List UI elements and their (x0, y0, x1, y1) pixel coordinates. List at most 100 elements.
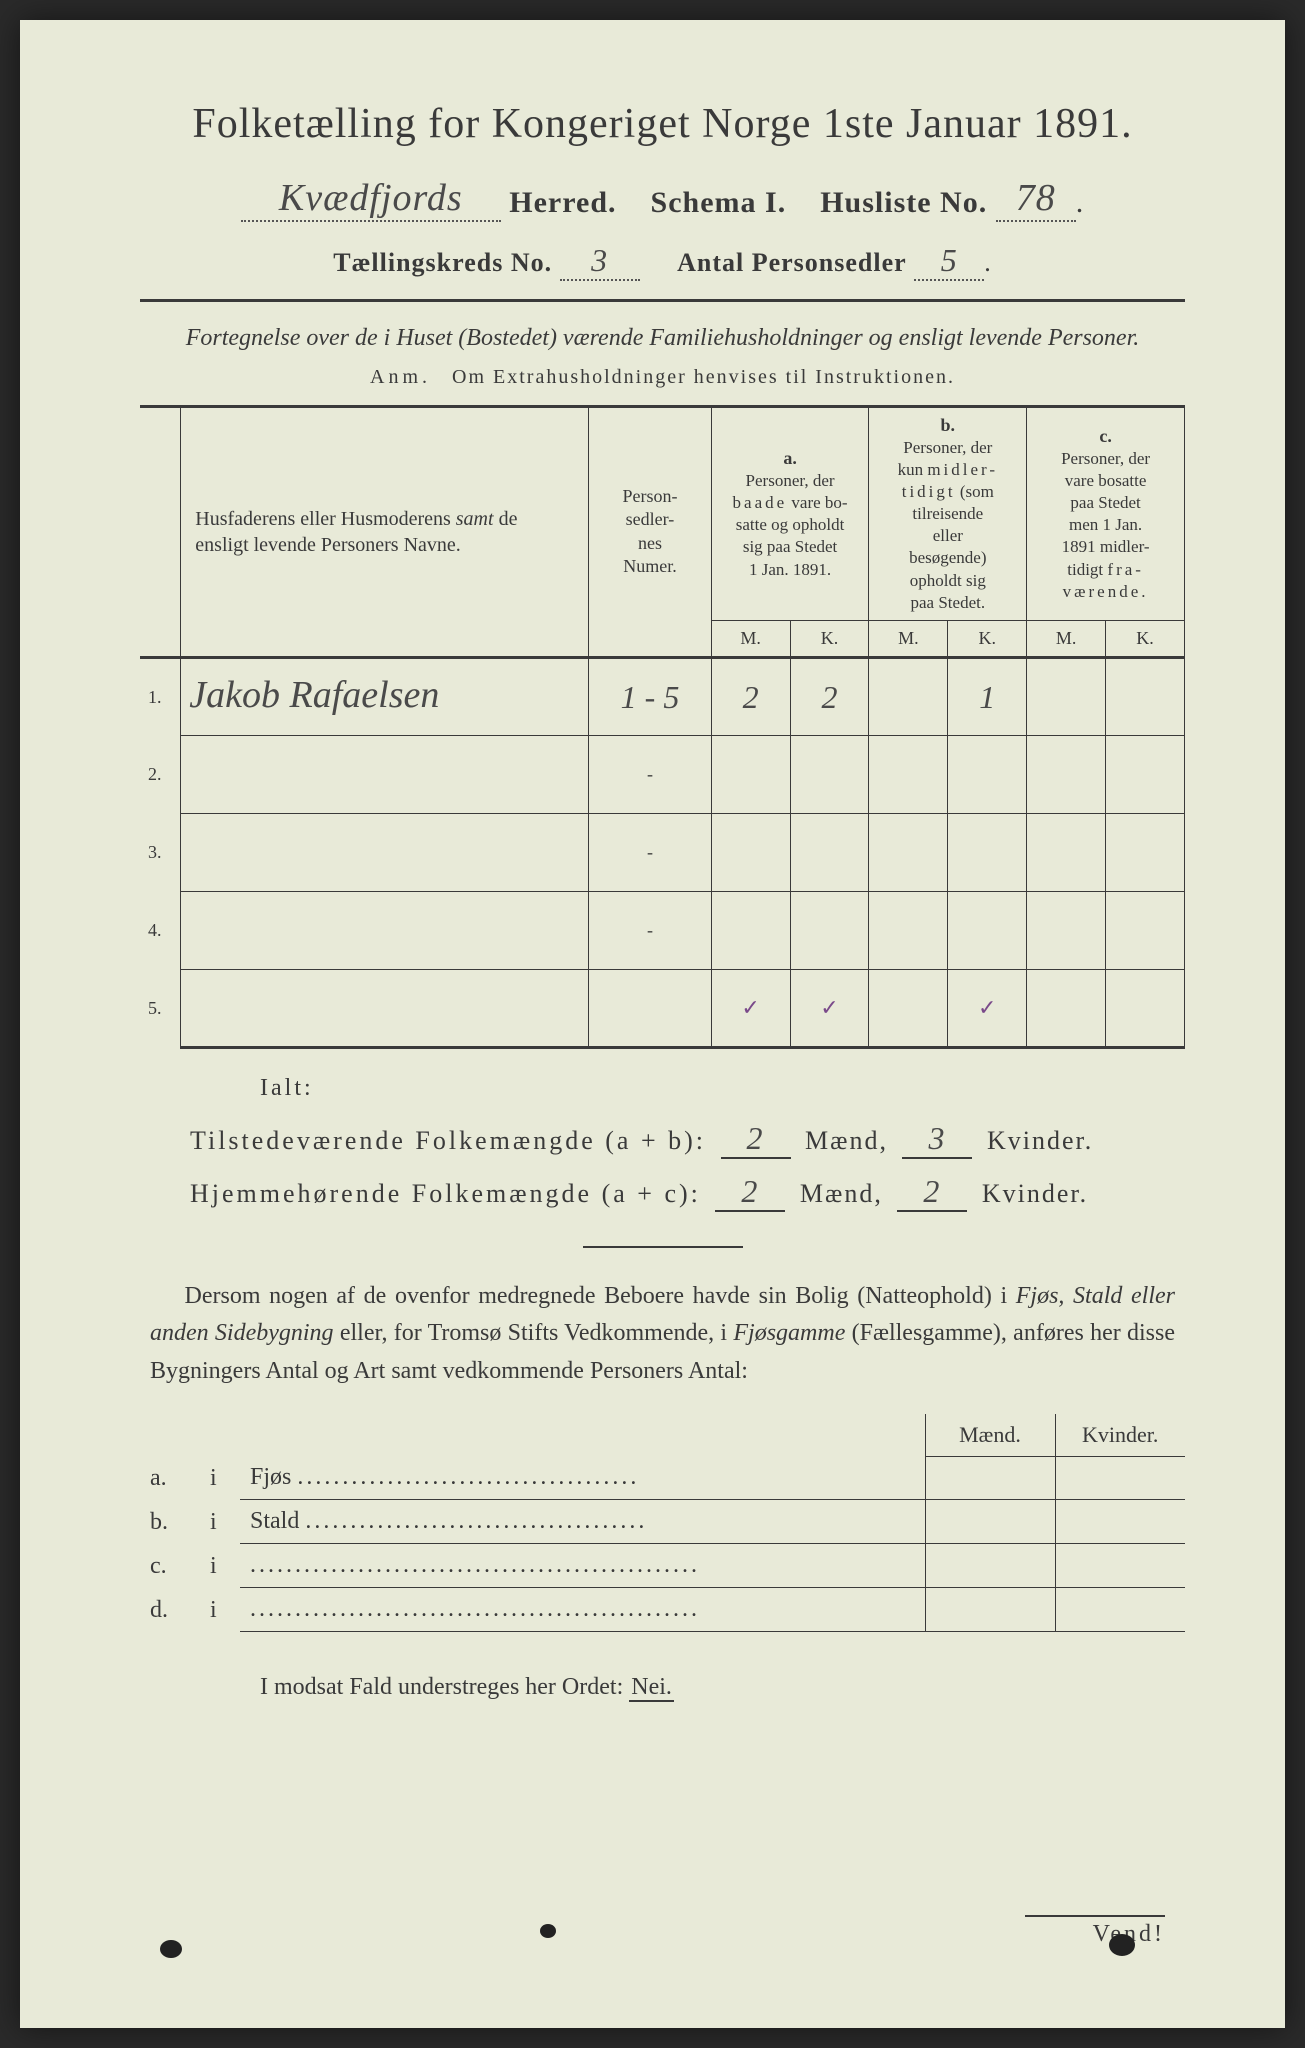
byg-letter: d. (140, 1588, 200, 1632)
bygning-table: Mænd. Kvinder. a. i Fjøs ...............… (140, 1414, 1185, 1633)
table-row: 1. Jakob Rafaelsen 1 - 5 2 2 1 (140, 658, 1185, 736)
byg-k (1055, 1544, 1185, 1588)
name-cell (181, 736, 589, 814)
col-c-k: K. (1106, 620, 1185, 657)
ink-blot (160, 1940, 182, 1958)
table-row: 5. ✓ ✓ ✓ (140, 970, 1185, 1048)
byg-head-m: Mænd. (925, 1414, 1055, 1457)
a-k-cell (790, 892, 869, 970)
row-number: 1. (140, 658, 181, 736)
ink-blot (1109, 1934, 1135, 1956)
byg-m (925, 1588, 1055, 1632)
subtitle: Fortegnelse over de i Huset (Bostedet) v… (140, 322, 1185, 356)
numer-cell: 1 - 5 (589, 658, 711, 736)
c-k-cell (1106, 658, 1185, 736)
household-table: Husfaderens eller Husmoderens samt de en… (140, 405, 1185, 1050)
a-m-cell: 2 (711, 658, 790, 736)
col-c-header: c. Personer, dervare bosattepaa Stedetme… (1027, 406, 1185, 620)
name-cell (181, 970, 589, 1048)
b-m-cell (869, 814, 948, 892)
row-number: 4. (140, 892, 181, 970)
bygning-row: a. i Fjøs ..............................… (140, 1456, 1185, 1500)
name-cell: Jakob Rafaelsen (181, 658, 589, 736)
byg-label: Fjøs ...................................… (240, 1456, 925, 1500)
c-m-cell (1027, 814, 1106, 892)
husliste-value: 78 (996, 176, 1076, 222)
b-m-cell (869, 658, 948, 736)
c-k-cell (1106, 736, 1185, 814)
col-b-header: b. Personer, derkun midler-tidigt (somti… (869, 406, 1027, 620)
short-divider (583, 1246, 743, 1248)
divider (140, 299, 1185, 302)
b-k-cell (948, 814, 1027, 892)
a-k-cell: ✓ (790, 970, 869, 1048)
b-k-cell (948, 736, 1027, 814)
byg-label: ........................................… (240, 1588, 925, 1632)
c-k-cell (1106, 814, 1185, 892)
row-number: 2. (140, 736, 181, 814)
page-title: Folketælling for Kongeriget Norge 1ste J… (140, 100, 1185, 148)
antal-value: 5 (914, 242, 984, 281)
bygning-row: d. i ...................................… (140, 1588, 1185, 1632)
byg-m (925, 1544, 1055, 1588)
byg-letter: a. (140, 1456, 200, 1500)
byg-label: ........................................… (240, 1544, 925, 1588)
col-a-header: a. Personer, der baade vare bo-satte og … (711, 406, 869, 620)
anm-label: Anm. (370, 366, 431, 388)
byg-head-k: Kvinder. (1055, 1414, 1185, 1457)
hjemme-k: 2 (897, 1173, 967, 1212)
byg-k (1055, 1456, 1185, 1500)
anm-line: Anm. Om Extrahusholdninger henvises til … (140, 366, 1185, 389)
byg-k (1055, 1588, 1185, 1632)
a-k-cell (790, 736, 869, 814)
header-line-3: Tællingskreds No. 3 Antal Personsedler 5… (140, 242, 1185, 281)
b-m-cell (869, 736, 948, 814)
numer-cell: - (589, 892, 711, 970)
herred-value: Kvædfjords (241, 176, 501, 222)
b-m-cell (869, 892, 948, 970)
byg-m (925, 1456, 1055, 1500)
byg-i: i (200, 1500, 240, 1544)
herred-label: Herred. (509, 186, 616, 219)
c-m-cell (1027, 736, 1106, 814)
byg-k (1055, 1500, 1185, 1544)
col-a-k: K. (790, 620, 869, 657)
census-form-page: Folketælling for Kongeriget Norge 1ste J… (20, 20, 1285, 2028)
bygning-row: c. i ...................................… (140, 1544, 1185, 1588)
byg-i: i (200, 1588, 240, 1632)
col-c-m: M. (1027, 620, 1106, 657)
byg-m (925, 1500, 1055, 1544)
ialt-label: Ialt: (260, 1075, 1185, 1102)
table-row: 3. - (140, 814, 1185, 892)
tilstede-m: 2 (721, 1120, 791, 1159)
bygning-paragraph: Dersom nogen af de ovenfor medregnede Be… (150, 1278, 1175, 1390)
name-cell (181, 814, 589, 892)
byg-letter: b. (140, 1500, 200, 1544)
numer-cell: - (589, 814, 711, 892)
antal-label: Antal Personsedler (677, 248, 907, 277)
byg-i: i (200, 1456, 240, 1500)
col-b-k: K. (948, 620, 1027, 657)
hjemme-m: 2 (715, 1173, 785, 1212)
tilstede-line: Tilstedeværende Folkemængde (a + b): 2 M… (190, 1120, 1185, 1159)
numer-cell: - (589, 736, 711, 814)
row-number: 3. (140, 814, 181, 892)
nei-word: Nei. (629, 1674, 674, 1702)
col-names-header: Husfaderens eller Husmoderens samt de en… (181, 406, 589, 658)
c-m-cell (1027, 892, 1106, 970)
anm-text: Om Extrahusholdninger henvises til Instr… (452, 366, 955, 388)
a-m-cell (711, 736, 790, 814)
a-k-cell (790, 814, 869, 892)
tilstede-k: 3 (902, 1120, 972, 1159)
hjemme-line: Hjemmehørende Folkemængde (a + c): 2 Mæn… (190, 1173, 1185, 1212)
schema-label: Schema I. (651, 186, 787, 219)
col-numer-header: Person-sedler-nesNumer. (589, 406, 711, 658)
numer-cell (589, 970, 711, 1048)
b-k-cell: 1 (948, 658, 1027, 736)
byg-label: Stald ..................................… (240, 1500, 925, 1544)
kreds-value: 3 (560, 242, 640, 281)
c-k-cell (1106, 892, 1185, 970)
col-b-m: M. (869, 620, 948, 657)
kreds-label: Tællingskreds No. (333, 248, 552, 277)
bygning-row: b. i Stald .............................… (140, 1500, 1185, 1544)
